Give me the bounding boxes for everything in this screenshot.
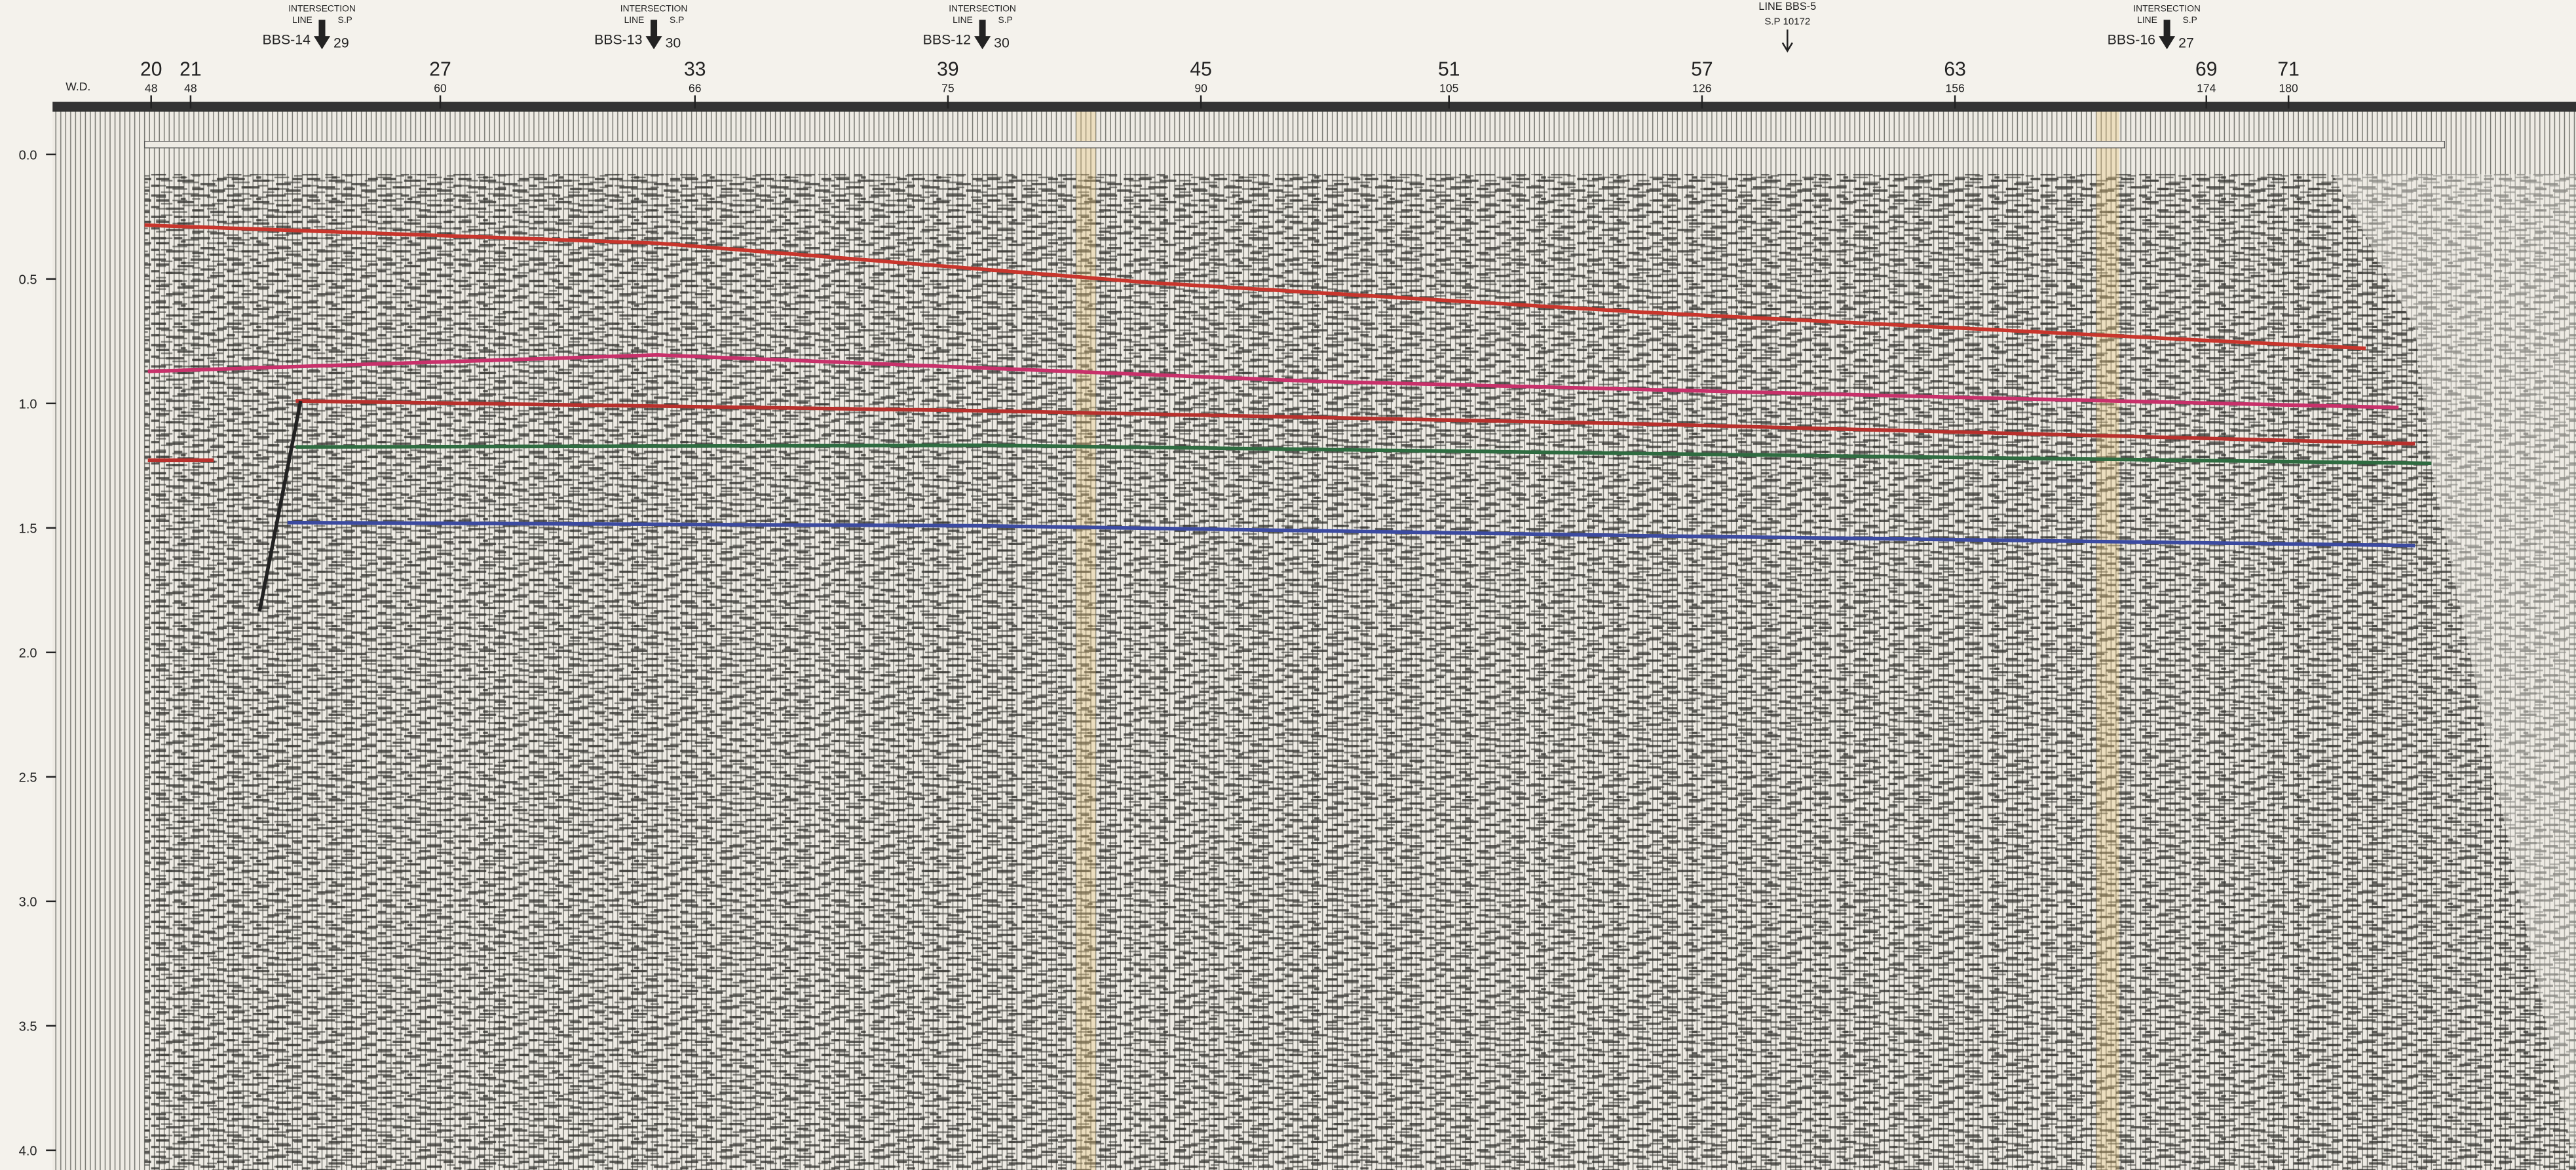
- time-label: 1.5: [19, 521, 37, 536]
- shot-point: 20: [140, 58, 162, 80]
- shot-point: 33: [684, 58, 706, 80]
- intersection-arrow: [645, 20, 662, 50]
- cdp-number: 48: [184, 81, 197, 94]
- time-label: 0.5: [19, 273, 37, 287]
- cdp-number: 90: [1194, 81, 1207, 94]
- intersection-name: BBS-16: [2108, 32, 2155, 48]
- crossing-sp: S.P 10172: [1764, 16, 1810, 28]
- intersection-name: BBS-12: [923, 32, 971, 48]
- intersection-sp-value: 27: [2178, 35, 2194, 51]
- intersection-line: LINE: [292, 15, 313, 25]
- time-axis: W.D. 0.0 0.5 1.0 1.5 2.0 2.5 3.0 3.5 4.0: [19, 80, 91, 1158]
- section-body: [52, 102, 2576, 1170]
- shot-point: 27: [429, 58, 451, 80]
- intersection-sp: S.P: [998, 15, 1013, 25]
- intersection-title: INTERSECTION: [949, 4, 1016, 14]
- intersection-sp: S.P: [670, 15, 684, 25]
- intersection-sp-value: 30: [994, 35, 1010, 51]
- intersection-sp: S.P: [2183, 15, 2197, 25]
- wd-label: W.D.: [66, 80, 90, 93]
- intersection-title: INTERSECTION: [2133, 4, 2201, 14]
- cdp-number: 156: [1945, 81, 1964, 94]
- time-label: 2.5: [19, 770, 37, 785]
- shot-point: 39: [937, 58, 958, 80]
- shot-point: 63: [1944, 58, 1965, 80]
- shot-point: 45: [1190, 58, 1211, 80]
- cdp-number: 174: [2197, 81, 2216, 94]
- time-label: 3.5: [19, 1019, 37, 1034]
- time-label: 3.0: [19, 895, 37, 909]
- cdp-number: 66: [689, 81, 702, 94]
- intersection-arrow: [2159, 20, 2176, 50]
- time-label: 4.0: [19, 1144, 37, 1158]
- shot-point: 57: [1691, 58, 1713, 80]
- shot-point: 21: [180, 58, 201, 80]
- crossing-line: LINE BBS-5: [1758, 1, 1816, 12]
- time-label: 1.0: [19, 397, 37, 411]
- time-label: 0.0: [19, 148, 37, 162]
- shot-point: 51: [1438, 58, 1460, 80]
- time-label: 2.0: [19, 646, 37, 660]
- intersection-line: LINE: [624, 15, 645, 25]
- cdp-number: 105: [1439, 81, 1459, 94]
- shot-point: 69: [2195, 58, 2217, 80]
- cdp-number: 75: [941, 81, 955, 94]
- shot-point: 71: [2277, 58, 2299, 80]
- intersection-sp-value: 30: [666, 35, 681, 51]
- cdp-number: 48: [145, 81, 158, 94]
- intersection-title: INTERSECTION: [288, 4, 356, 14]
- intersection-line: LINE: [2137, 15, 2157, 25]
- intersection-sp-value: 29: [333, 35, 349, 51]
- cdp-number: 126: [1692, 81, 1711, 94]
- intersection-title: INTERSECTION: [620, 4, 688, 14]
- top-axis: 2048214827603366397545905110557126631566…: [140, 58, 2300, 109]
- cdp-number: 60: [434, 81, 447, 94]
- intersection-arrow: [313, 20, 331, 50]
- intersection-name: BBS-13: [594, 32, 642, 48]
- intersection-name: BBS-14: [263, 32, 311, 48]
- intersection-sp: S.P: [337, 15, 352, 25]
- horizons: [144, 223, 2432, 612]
- cdp-number: 180: [2279, 81, 2299, 94]
- crossing-arrow: [1781, 29, 1793, 53]
- intersection-arrow: [974, 20, 991, 50]
- intersection-line: LINE: [953, 15, 973, 25]
